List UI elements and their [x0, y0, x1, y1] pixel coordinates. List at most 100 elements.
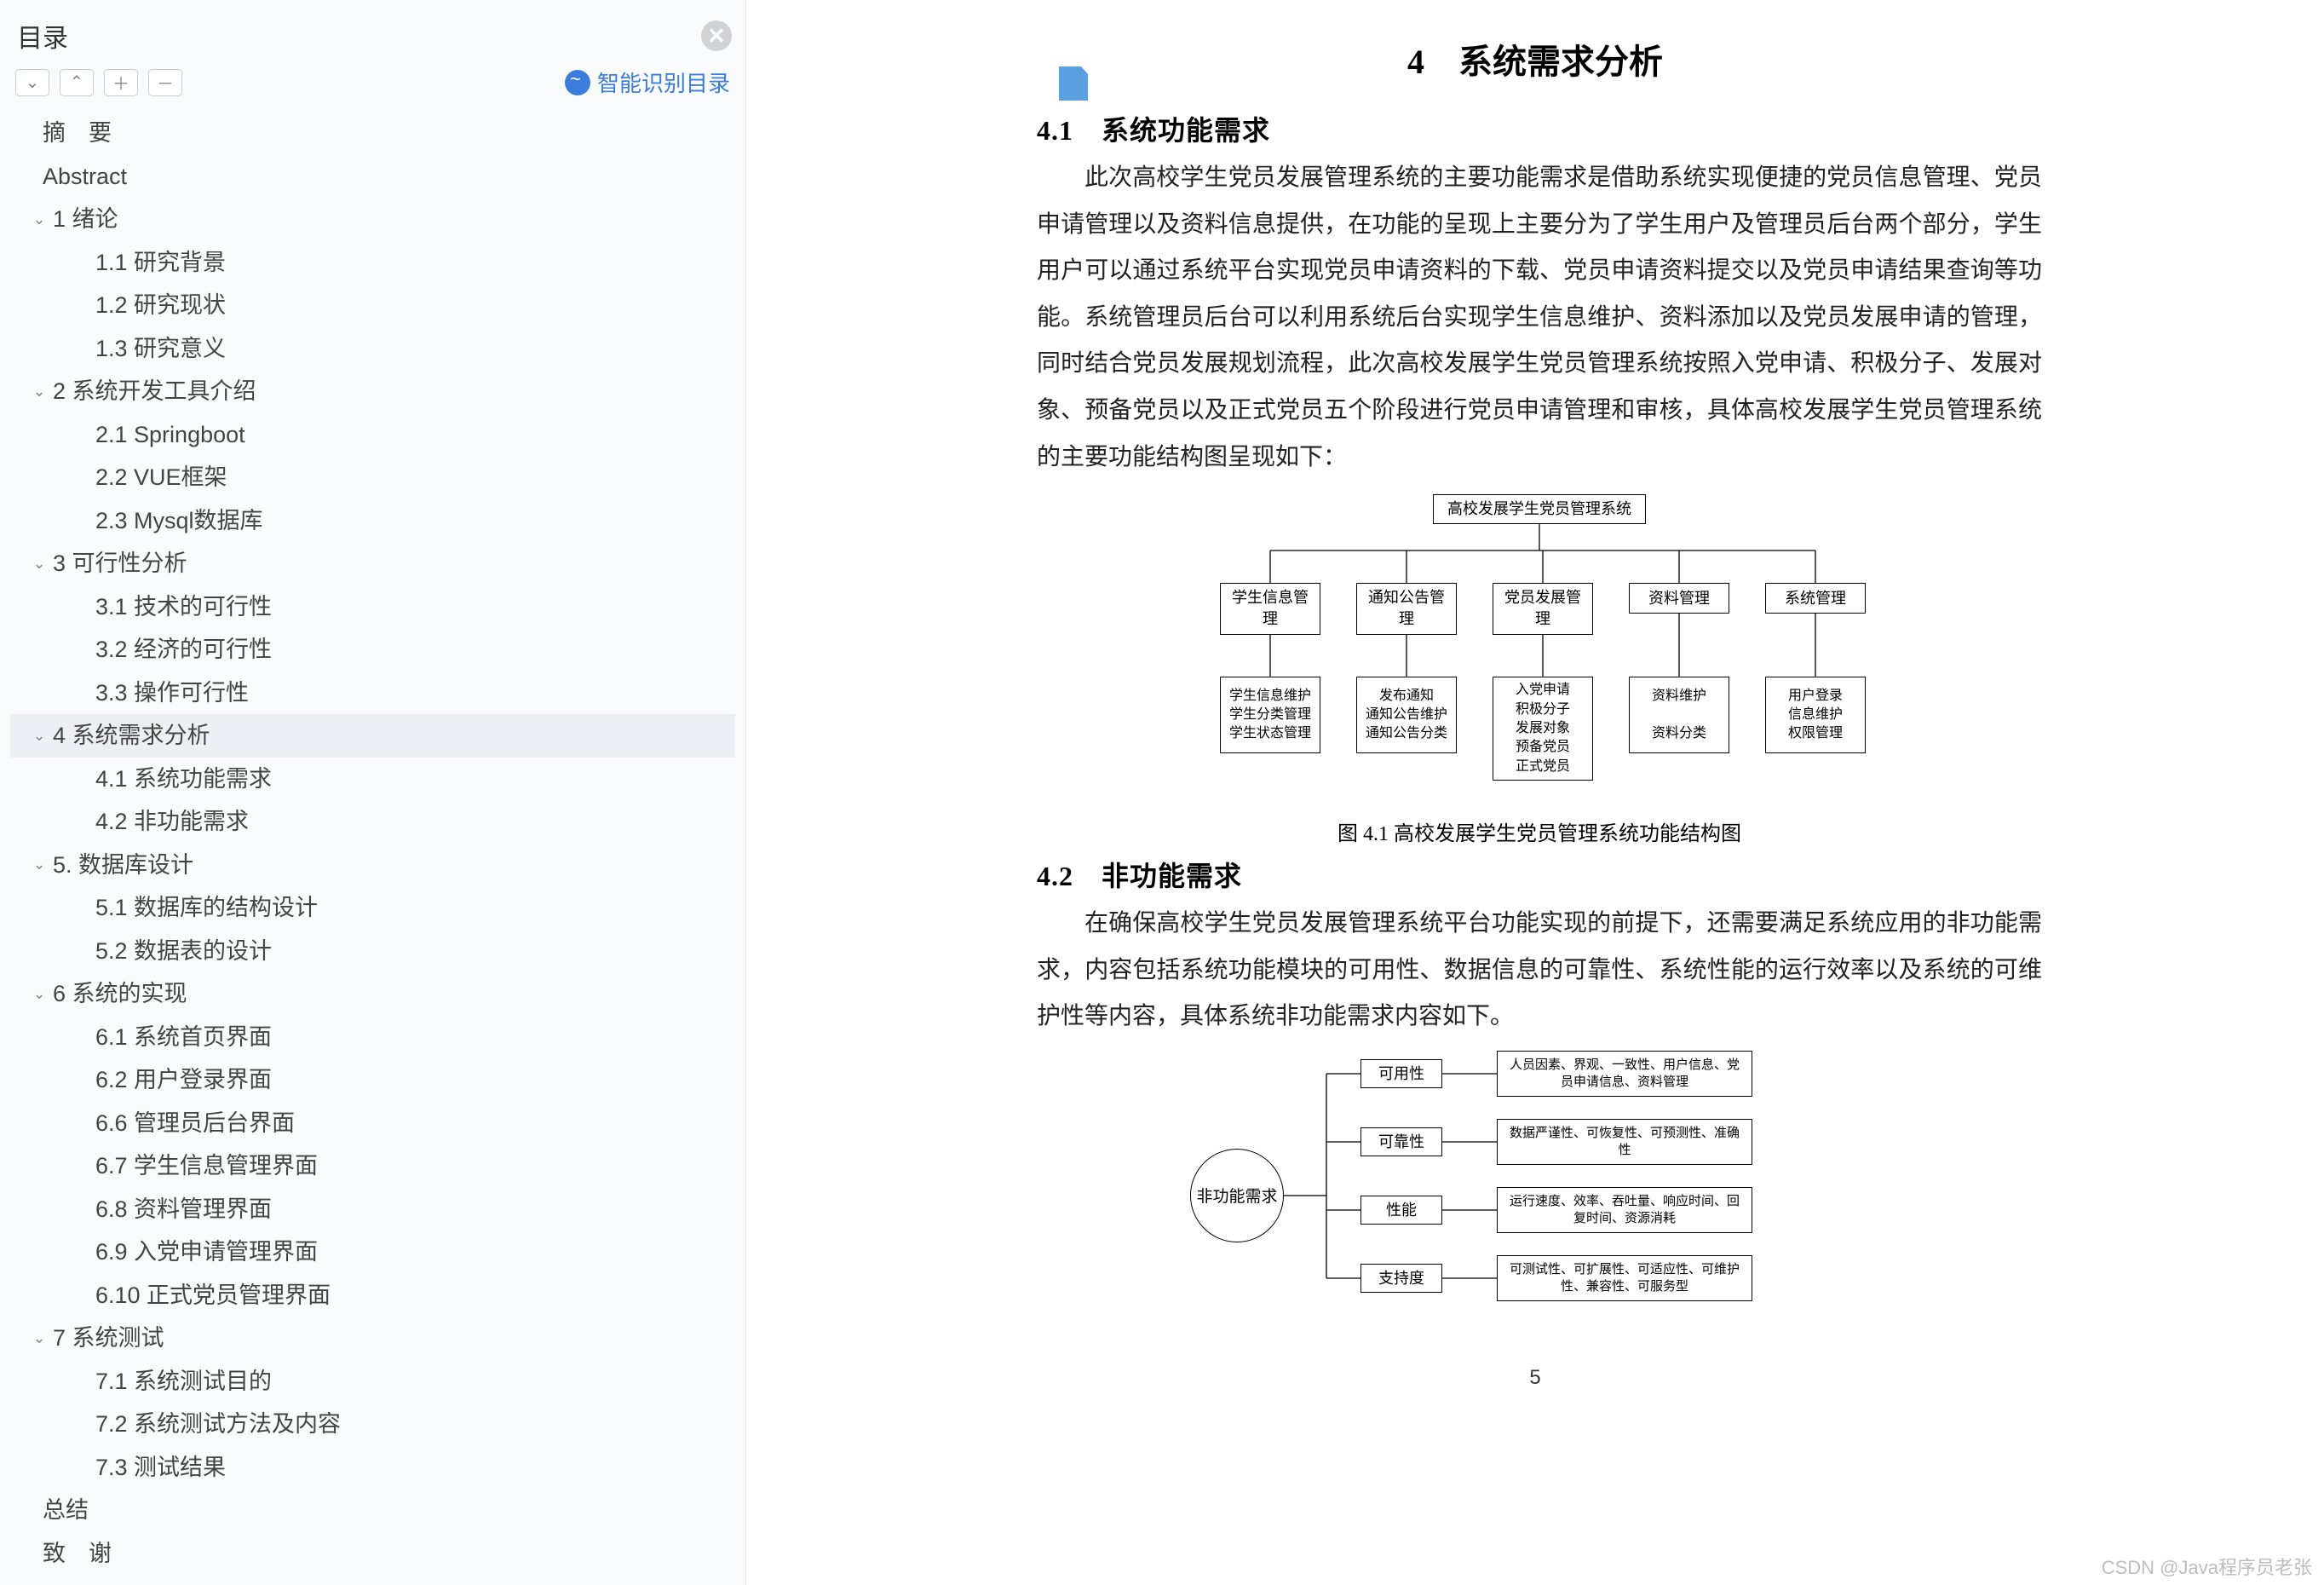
close-icon[interactable]: ✕: [701, 20, 732, 51]
diagram-box: 系统管理: [1765, 583, 1866, 614]
diagram-box: 入党申请 积极分子 发展对象 预备党员 正式党员: [1493, 677, 1593, 781]
diagram-category: 支持度: [1360, 1264, 1442, 1293]
toc-item-label: 7.2 系统测试方法及内容: [95, 1407, 341, 1442]
toc-item-label: 摘 要: [43, 116, 112, 151]
toc-item-23[interactable]: 6.6 管理员后台界面: [10, 1102, 735, 1145]
remove-icon[interactable]: －: [148, 69, 182, 96]
toc-item-22[interactable]: 6.2 用户登录界面: [10, 1058, 735, 1102]
diagram-box: 用户登录 信息维护 权限管理: [1765, 677, 1866, 753]
document-viewer[interactable]: 4 系统需求分析 4.1 系统功能需求 此次高校学生党员发展管理系统的主要功能需…: [746, 0, 2324, 1585]
diagram-box: 学生信息管理: [1220, 583, 1320, 634]
toc-item-1[interactable]: Abstract: [10, 155, 735, 199]
toc-item-12[interactable]: 3.2 经济的可行性: [10, 628, 735, 671]
toc-item-10[interactable]: ⌄3 可行性分析: [10, 542, 735, 585]
toc-item-5[interactable]: 1.3 研究意义: [10, 327, 735, 371]
sidebar-header: 目录 ✕: [10, 10, 735, 66]
toc-item-29[interactable]: 7.1 系统测试目的: [10, 1360, 735, 1403]
page-number: 5: [1003, 1366, 2068, 1390]
diagram-box: 资料管理: [1629, 583, 1729, 614]
toc-item-label: 3.2 经济的可行性: [95, 632, 272, 667]
function-structure-diagram: 高校发展学生党员管理系统学生信息管理学生信息维护 学生分类管理 学生状态管理通知…: [1186, 489, 1893, 804]
toc-item-label: 6.6 管理员后台界面: [95, 1106, 295, 1141]
toc-item-4[interactable]: 1.2 研究现状: [10, 284, 735, 327]
toc-item-13[interactable]: 3.3 操作可行性: [10, 671, 735, 715]
ai-icon: [565, 70, 590, 95]
toc-item-2[interactable]: ⌄1 绪论: [10, 198, 735, 241]
figure-4-1-caption: 图 4.1 高校发展学生党员管理系统功能结构图: [1037, 816, 2042, 846]
diagram-box: 学生信息维护 学生分类管理 学生状态管理: [1220, 677, 1320, 753]
diagram-desc: 可测试性、可扩展性、可适应性、可维护性、兼容性、可服务型: [1497, 1255, 1752, 1301]
toc-item-30[interactable]: 7.2 系统测试方法及内容: [10, 1403, 735, 1446]
diagram-box: 高校发展学生党员管理系统: [1433, 494, 1646, 524]
toc-item-16[interactable]: 4.2 非功能需求: [10, 800, 735, 844]
toc-item-label: 2.3 Mysql数据库: [95, 504, 263, 539]
toc-item-label: 1.3 研究意义: [95, 331, 226, 366]
toc-item-32[interactable]: 总结: [10, 1489, 735, 1532]
page-marker-icon[interactable]: [1059, 66, 1088, 101]
diagram-box: 党员发展管理: [1493, 583, 1593, 634]
diagram-box: 发布通知 通知公告维护 通知公告分类: [1356, 677, 1457, 753]
toc-item-19[interactable]: 5.2 数据表的设计: [10, 930, 735, 973]
toc-item-label: 1.1 研究背景: [95, 245, 226, 280]
toc-item-3[interactable]: 1.1 研究背景: [10, 241, 735, 285]
toc-list: 摘 要Abstract⌄1 绪论1.1 研究背景1.2 研究现状1.3 研究意义…: [10, 108, 735, 1575]
toc-item-14[interactable]: ⌄4 系统需求分析: [10, 714, 735, 758]
toc-item-label: Abstract: [43, 159, 127, 194]
toc-item-label: 3.3 操作可行性: [95, 676, 249, 711]
ai-recognize-button[interactable]: 智能识别目录: [565, 66, 730, 98]
toc-item-label: 7.3 测试结果: [95, 1450, 226, 1485]
toc-item-24[interactable]: 6.7 学生信息管理界面: [10, 1144, 735, 1188]
toc-item-33[interactable]: 致 谢: [10, 1532, 735, 1576]
toc-item-0[interactable]: 摘 要: [10, 112, 735, 155]
toc-item-label: 1 绪论: [53, 202, 118, 237]
diagram-center: 非功能需求: [1190, 1149, 1284, 1242]
toc-item-11[interactable]: 3.1 技术的可行性: [10, 585, 735, 629]
expand-all-icon[interactable]: ⌄: [15, 69, 49, 96]
diagram-category: 可靠性: [1360, 1127, 1442, 1156]
diagram-box: 通知公告管理: [1356, 583, 1457, 634]
diagram-desc: 运行速度、效率、吞吐量、响应时间、回复时间、资源消耗: [1497, 1187, 1752, 1233]
diagram-desc: 人员因素、界观、一致性、用户信息、党员申请信息、资料管理: [1497, 1051, 1752, 1097]
toc-item-label: 3 可行性分析: [53, 546, 187, 581]
toc-item-label: 5. 数据库设计: [53, 848, 193, 883]
toolbar-left: ⌄ ⌃ ＋ －: [15, 69, 182, 96]
chevron-icon: ⌄: [27, 853, 51, 876]
toc-item-label: 总结: [43, 1493, 89, 1528]
chevron-icon: ⌄: [27, 1327, 51, 1350]
toc-item-label: 致 谢: [43, 1536, 112, 1571]
toc-item-15[interactable]: 4.1 系统功能需求: [10, 758, 735, 801]
section-4-2-heading: 4.2 非功能需求: [1037, 855, 2042, 894]
nonfunctional-diagram: 非功能需求可用性人员因素、界观、一致性、用户信息、党员申请信息、资料管理可靠性数…: [1190, 1051, 1786, 1332]
toc-item-6[interactable]: ⌄2 系统开发工具介绍: [10, 370, 735, 413]
toc-item-8[interactable]: 2.2 VUE框架: [10, 456, 735, 499]
collapse-all-icon[interactable]: ⌃: [60, 69, 94, 96]
document-page: 4 系统需求分析 4.1 系统功能需求 此次高校学生党员发展管理系统的主要功能需…: [1003, 5, 2068, 1415]
toc-item-27[interactable]: 6.10 正式党员管理界面: [10, 1274, 735, 1317]
page-title: 4 系统需求分析: [1003, 34, 2068, 84]
toc-item-21[interactable]: 6.1 系统首页界面: [10, 1016, 735, 1059]
add-icon[interactable]: ＋: [104, 69, 138, 96]
toc-item-label: 1.2 研究现状: [95, 288, 226, 323]
toc-item-17[interactable]: ⌄5. 数据库设计: [10, 844, 735, 887]
toc-item-28[interactable]: ⌄7 系统测试: [10, 1317, 735, 1360]
sidebar-toolbar: ⌄ ⌃ ＋ － 智能识别目录: [10, 66, 735, 108]
toc-item-label: 7 系统测试: [53, 1321, 164, 1356]
toc-item-label: 2 系统开发工具介绍: [53, 374, 256, 409]
toc-item-label: 2.1 Springboot: [95, 418, 245, 452]
toc-item-26[interactable]: 6.9 入党申请管理界面: [10, 1231, 735, 1274]
toc-item-25[interactable]: 6.8 资料管理界面: [10, 1188, 735, 1231]
chevron-icon: ⌄: [27, 208, 51, 231]
chevron-icon: ⌄: [27, 552, 51, 575]
section-4-1-heading: 4.1 系统功能需求: [1037, 109, 2042, 148]
toc-item-9[interactable]: 2.3 Mysql数据库: [10, 499, 735, 543]
section-4-2-paragraph: 在确保高校学生党员发展管理系统平台功能实现的前提下，还需要满足系统应用的非功能需…: [1037, 901, 2042, 1040]
diagram-category: 可用性: [1360, 1059, 1442, 1088]
toc-item-31[interactable]: 7.3 测试结果: [10, 1446, 735, 1490]
toc-sidebar: 目录 ✕ ⌄ ⌃ ＋ － 智能识别目录 摘 要Abstract⌄1 绪论1.1 …: [0, 0, 746, 1585]
toc-item-label: 7.1 系统测试目的: [95, 1364, 272, 1399]
toc-item-20[interactable]: ⌄6 系统的实现: [10, 972, 735, 1016]
chevron-icon: ⌄: [27, 380, 51, 403]
toc-item-18[interactable]: 5.1 数据库的结构设计: [10, 886, 735, 930]
chevron-icon: ⌄: [27, 724, 51, 747]
toc-item-7[interactable]: 2.1 Springboot: [10, 413, 735, 457]
